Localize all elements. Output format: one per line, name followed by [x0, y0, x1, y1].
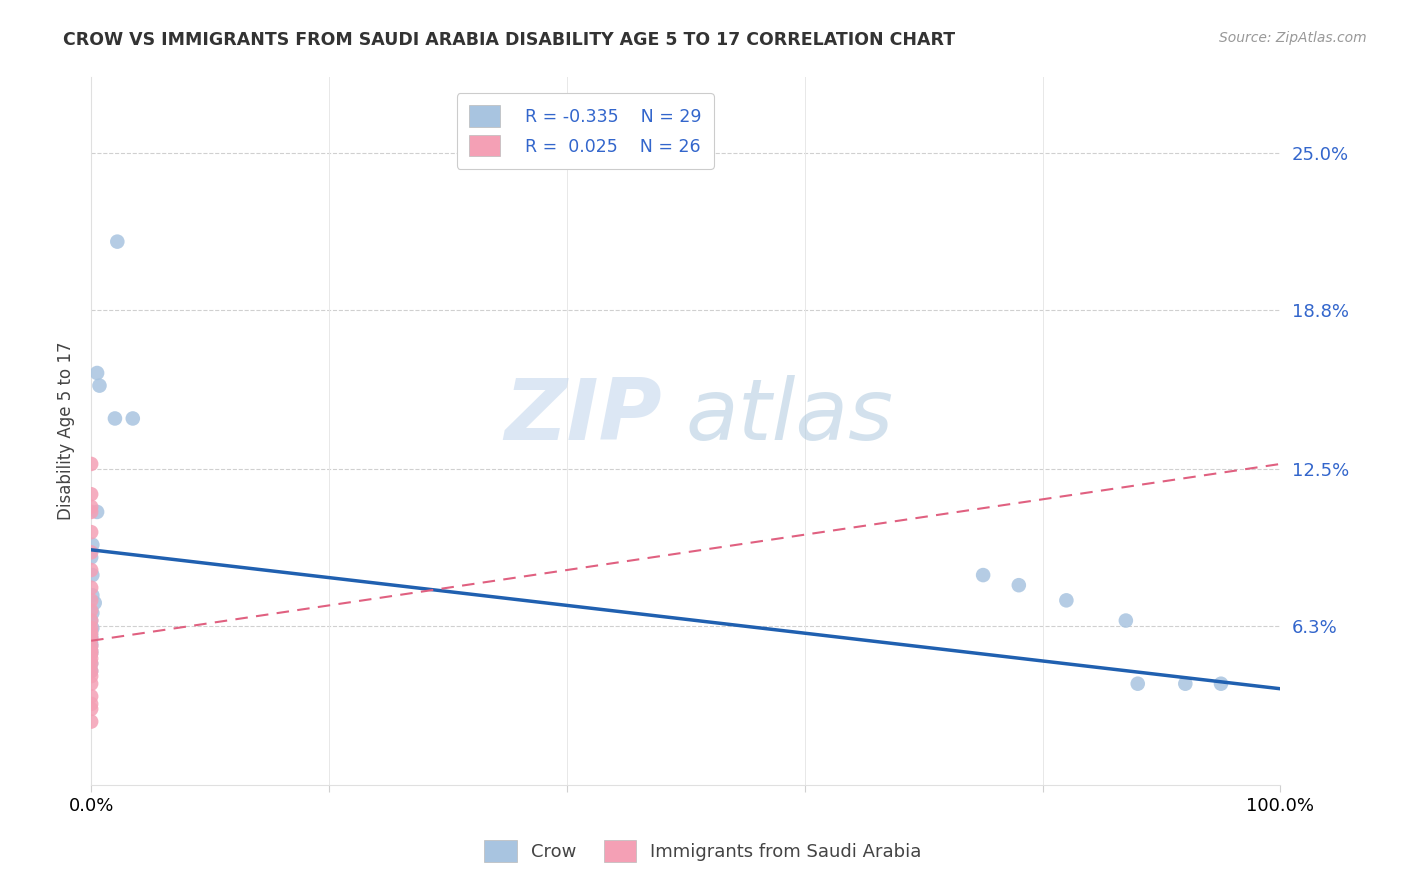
- Point: [80, 651, 103, 665]
- Point: [80, 644, 103, 658]
- Point: [80, 545, 103, 559]
- Point: [80, 632, 103, 646]
- Point: [89, 378, 111, 392]
- Legend: Crow, Immigrants from Saudi Arabia: Crow, Immigrants from Saudi Arabia: [477, 833, 929, 870]
- Point: [80, 664, 103, 678]
- Point: [80, 487, 103, 501]
- Text: atlas: atlas: [686, 376, 894, 458]
- Point: [80, 657, 103, 671]
- Point: [80, 664, 103, 678]
- Point: [82, 568, 104, 582]
- Point: [80, 676, 103, 690]
- Point: [80, 702, 103, 716]
- Point: [1115, 614, 1137, 628]
- Point: [80, 457, 103, 471]
- Point: [104, 411, 127, 425]
- Point: [82, 606, 104, 620]
- Point: [121, 411, 143, 425]
- Point: [80, 563, 103, 577]
- Point: [83, 596, 105, 610]
- Point: [80, 639, 103, 653]
- Point: [80, 647, 103, 661]
- Point: [80, 629, 103, 643]
- Point: [80, 647, 103, 661]
- Point: [80, 657, 103, 671]
- Legend:   R = -0.335    N = 29,   R =  0.025    N = 26: R = -0.335 N = 29, R = 0.025 N = 26: [457, 93, 714, 169]
- Point: [80, 603, 103, 617]
- Point: [80, 550, 103, 565]
- Text: ZIP: ZIP: [505, 376, 662, 458]
- Point: [82, 538, 104, 552]
- Point: [80, 632, 103, 646]
- Point: [82, 588, 104, 602]
- Y-axis label: Disability Age 5 to 17: Disability Age 5 to 17: [58, 342, 75, 520]
- Point: [80, 614, 103, 628]
- Point: [80, 621, 103, 635]
- Point: [1126, 676, 1149, 690]
- Point: [972, 568, 994, 582]
- Point: [80, 593, 103, 607]
- Point: [80, 639, 103, 653]
- Point: [80, 626, 103, 640]
- Point: [80, 581, 103, 595]
- Point: [80, 614, 103, 628]
- Point: [80, 669, 103, 683]
- Point: [1174, 676, 1197, 690]
- Point: [80, 697, 103, 711]
- Point: [82, 621, 104, 635]
- Point: [80, 644, 103, 658]
- Point: [105, 235, 128, 249]
- Text: Source: ZipAtlas.com: Source: ZipAtlas.com: [1219, 31, 1367, 45]
- Text: CROW VS IMMIGRANTS FROM SAUDI ARABIA DISABILITY AGE 5 TO 17 CORRELATION CHART: CROW VS IMMIGRANTS FROM SAUDI ARABIA DIS…: [63, 31, 956, 49]
- Point: [80, 525, 103, 540]
- Point: [80, 500, 103, 514]
- Point: [80, 714, 103, 729]
- Point: [1209, 676, 1232, 690]
- Point: [86, 505, 108, 519]
- Point: [80, 505, 103, 519]
- Point: [1054, 593, 1077, 607]
- Point: [80, 636, 103, 650]
- Point: [80, 690, 103, 704]
- Point: [86, 366, 108, 380]
- Point: [1008, 578, 1031, 592]
